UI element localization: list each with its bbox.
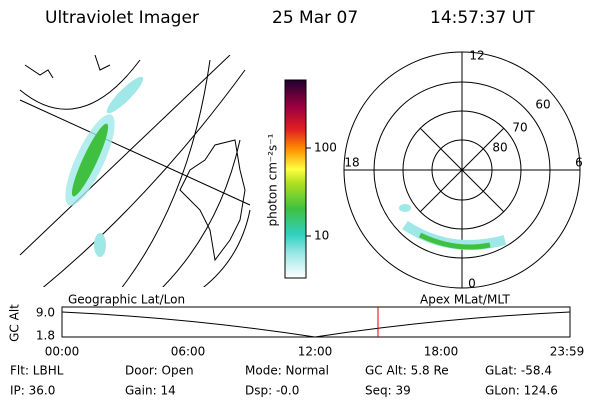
mlt-label: 18	[344, 156, 359, 170]
mlat-label: 70	[512, 121, 527, 135]
mlt-label: 6	[575, 156, 583, 170]
colorbar-tick: 100	[314, 141, 337, 155]
colorbar-label: photon cm⁻²s⁻¹	[266, 133, 280, 226]
plot-title: Geographic Lat/Lon	[68, 293, 185, 307]
y-label: GC Alt	[8, 304, 22, 342]
info-field: GLon: 124.6	[485, 384, 558, 398]
info-field: Flt: LBHL	[10, 364, 64, 378]
info-field: Door: Open	[125, 364, 194, 378]
mlat-label: 80	[492, 141, 507, 155]
info-field: IP: 36.0	[10, 384, 55, 398]
info-panel: Flt: LBHL Door: Open Mode: Normal GC Alt: 5…	[10, 364, 558, 398]
plot-title: Apex MLat/MLT	[420, 293, 510, 307]
altitude-curve	[61, 311, 571, 338]
info-field: Mode: Normal	[245, 364, 329, 378]
y-tick: 1.8	[36, 329, 55, 343]
colorbar-tick: 10	[314, 229, 329, 243]
x-tick: 12:00	[298, 345, 333, 359]
info-field: Seq: 39	[365, 384, 411, 398]
mlt-label: 0	[468, 277, 476, 291]
x-tick: 06:00	[171, 345, 206, 359]
colorbar	[284, 79, 307, 279]
time: 14:57:37 UT	[430, 8, 535, 28]
polar-plot	[343, 51, 581, 289]
info-field: Dsp: -0.0	[245, 384, 299, 398]
mlat-label: 60	[535, 98, 550, 112]
x-tick: 18:00	[424, 345, 459, 359]
mlt-label: 12	[469, 49, 484, 63]
plot-frame	[61, 306, 571, 338]
title: Ultraviolet Imager	[45, 8, 199, 28]
info-field: GC Alt: 5.8 Re	[365, 364, 449, 378]
map-panel	[19, 55, 251, 287]
x-tick: 00:00	[45, 345, 80, 359]
date: 25 Mar 07	[272, 8, 358, 28]
info-field: Gain: 14	[125, 384, 176, 398]
info-field: GLat: -58.4	[485, 364, 552, 378]
x-tick: 23:59	[550, 345, 585, 359]
y-tick: 9.0	[36, 306, 55, 320]
